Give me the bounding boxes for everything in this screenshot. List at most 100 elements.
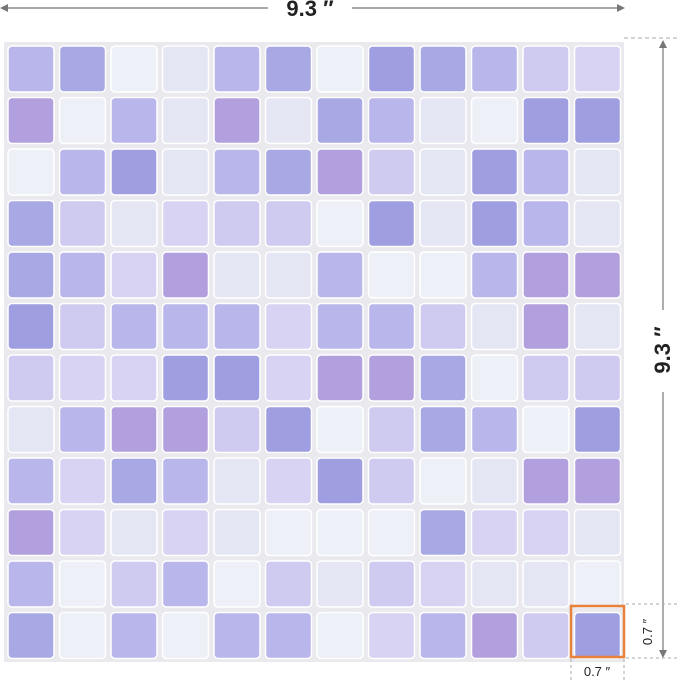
tile (367, 560, 416, 608)
tile (316, 45, 364, 93)
tile (470, 611, 519, 660)
tile (573, 251, 622, 299)
tile (161, 148, 210, 196)
tile (419, 405, 467, 454)
tile (58, 405, 107, 454)
tile (367, 148, 416, 196)
tile (7, 354, 55, 402)
tile (264, 302, 313, 351)
tile (573, 148, 622, 196)
tile (58, 148, 107, 196)
tile-width-label: 0.7 ″ (584, 664, 611, 679)
tile (316, 251, 364, 299)
tile (316, 508, 364, 557)
tile (522, 199, 570, 248)
tile (58, 560, 107, 608)
tile (316, 457, 364, 505)
tile (264, 148, 313, 196)
tile (213, 302, 261, 351)
tile (573, 45, 622, 93)
tile (58, 199, 107, 248)
tile (419, 45, 467, 93)
tile (7, 148, 55, 196)
tile (470, 405, 519, 454)
tile (419, 96, 467, 145)
tile (58, 251, 107, 299)
tile (7, 45, 55, 93)
tile (161, 405, 210, 454)
tile (161, 354, 210, 402)
tile (213, 611, 261, 660)
tile (58, 611, 107, 660)
tile (367, 457, 416, 505)
tile (264, 199, 313, 248)
tile (7, 508, 55, 557)
tile (264, 457, 313, 505)
tile (573, 560, 622, 608)
tile (316, 96, 364, 145)
tile (419, 508, 467, 557)
tile (367, 96, 416, 145)
tile (470, 96, 519, 145)
tile (522, 405, 570, 454)
tile (110, 96, 158, 145)
tile (58, 457, 107, 505)
tile (7, 96, 55, 145)
tile (7, 405, 55, 454)
tile (161, 45, 210, 93)
tile (573, 611, 622, 660)
tile (110, 611, 158, 660)
tile (264, 96, 313, 145)
tile (264, 611, 313, 660)
tile (316, 148, 364, 196)
tile (470, 45, 519, 93)
tile (110, 405, 158, 454)
tile (316, 560, 364, 608)
tile (213, 199, 261, 248)
tile (264, 405, 313, 454)
tile (213, 354, 261, 402)
tile (470, 251, 519, 299)
tile (522, 302, 570, 351)
tile (470, 457, 519, 505)
width-label: 9.3 ″ (286, 0, 334, 21)
tile (522, 354, 570, 402)
tile (316, 354, 364, 402)
tile (161, 251, 210, 299)
tile (7, 457, 55, 505)
tile (58, 508, 107, 557)
tile (264, 354, 313, 402)
tile (58, 96, 107, 145)
tile (316, 611, 364, 660)
tile (367, 508, 416, 557)
arrow-head (0, 4, 8, 12)
tile (110, 199, 158, 248)
tile (573, 354, 622, 402)
tile (213, 457, 261, 505)
tile (470, 302, 519, 351)
tile (213, 560, 261, 608)
tile (419, 148, 467, 196)
tile (213, 251, 261, 299)
tile (264, 45, 313, 93)
tile (522, 560, 570, 608)
mosaic-sheet (4, 42, 624, 662)
tile (161, 302, 210, 351)
tile (367, 45, 416, 93)
tile (161, 199, 210, 248)
height-label: 9.3 ″ (650, 326, 675, 374)
tile (7, 611, 55, 660)
tile (367, 199, 416, 248)
tile (58, 45, 107, 93)
tile (161, 457, 210, 505)
tile (213, 508, 261, 557)
arrow-head (617, 4, 625, 12)
tile (522, 251, 570, 299)
tile (110, 508, 158, 557)
tile (573, 96, 622, 145)
tile (110, 251, 158, 299)
tile (573, 457, 622, 505)
tile (264, 560, 313, 608)
tile (419, 611, 467, 660)
tile (470, 560, 519, 608)
